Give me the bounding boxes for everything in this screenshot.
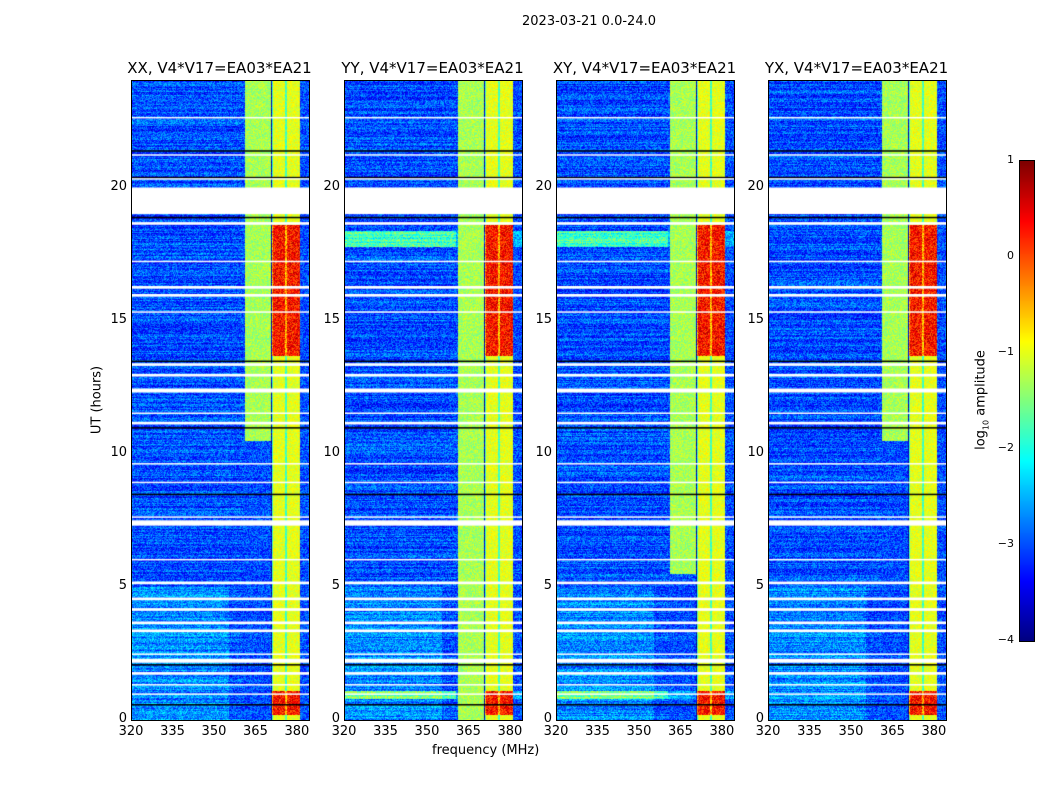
colorbar-tick-label: −1 [997, 345, 1014, 358]
x-tick-label: 365 [880, 724, 905, 739]
colorbar [1019, 160, 1035, 642]
panel-title: XX, V4*V17=EA03*EA21 [127, 59, 312, 77]
y-tick-label: 10 [323, 444, 340, 460]
colorbar-tick-label: −4 [997, 633, 1014, 646]
y-tick-label: 10 [535, 444, 552, 460]
x-tick-label: 365 [668, 724, 693, 739]
y-tick-label: 5 [543, 577, 552, 593]
y-tick-label: 15 [323, 311, 340, 327]
x-tick-label: 335 [373, 724, 398, 739]
x-tick-label: 350 [626, 724, 652, 739]
spectrogram-panel [344, 80, 523, 721]
x-tick-label: 320 [118, 724, 144, 739]
panel-title: YX, V4*V17=EA03*EA21 [764, 59, 949, 77]
y-tick-label: 10 [110, 444, 127, 460]
x-tick-label: 335 [797, 724, 822, 739]
x-tick-label: 320 [543, 724, 569, 739]
y-axis-label: UT (hours) [89, 365, 105, 435]
x-axis-label: frequency (MHz) [432, 743, 540, 758]
y-tick-label: 15 [110, 311, 127, 327]
x-tick-label: 380 [497, 724, 523, 739]
y-tick-label: 20 [535, 178, 552, 194]
x-tick-label: 350 [838, 724, 864, 739]
figure-title: 2023-03-21 0.0-24.0 [522, 14, 656, 29]
y-tick-label: 0 [755, 711, 764, 726]
x-tick-label: 320 [331, 724, 357, 739]
y-tick-label: 15 [747, 311, 764, 327]
x-tick-label: 365 [243, 724, 268, 739]
colorbar-tick-label: 0 [1007, 249, 1014, 262]
y-tick-label: 5 [331, 577, 340, 593]
y-tick-label: 0 [331, 711, 340, 726]
y-tick-label: 10 [747, 444, 764, 460]
x-tick-label: 350 [414, 724, 440, 739]
y-tick-label: 0 [118, 711, 127, 726]
y-tick-label: 20 [747, 178, 764, 194]
x-tick-label: 380 [709, 724, 735, 739]
y-tick-label: 0 [543, 711, 552, 726]
x-tick-label: 335 [160, 724, 185, 739]
colorbar-label: log10 amplitude [973, 350, 991, 450]
colorbar-tick-label: 1 [1007, 153, 1014, 166]
y-tick-label: 20 [110, 178, 127, 194]
spectrogram-panel [556, 80, 735, 721]
x-tick-label: 365 [456, 724, 481, 739]
x-tick-label: 380 [921, 724, 947, 739]
colorbar-tick-label: −3 [997, 537, 1014, 550]
y-tick-label: 5 [755, 577, 764, 593]
x-tick-label: 350 [201, 724, 227, 739]
x-tick-label: 320 [755, 724, 781, 739]
y-tick-label: 15 [535, 311, 552, 327]
spectrogram-panel [131, 80, 310, 721]
colorbar-tick-label: −2 [997, 441, 1014, 454]
x-tick-label: 380 [284, 724, 310, 739]
x-tick-label: 335 [585, 724, 610, 739]
y-tick-label: 20 [323, 178, 340, 194]
panel-title: YY, V4*V17=EA03*EA21 [341, 59, 524, 77]
panel-title: XY, V4*V17=EA03*EA21 [552, 59, 737, 77]
spectrogram-panel [768, 80, 947, 721]
y-tick-label: 5 [118, 577, 127, 593]
